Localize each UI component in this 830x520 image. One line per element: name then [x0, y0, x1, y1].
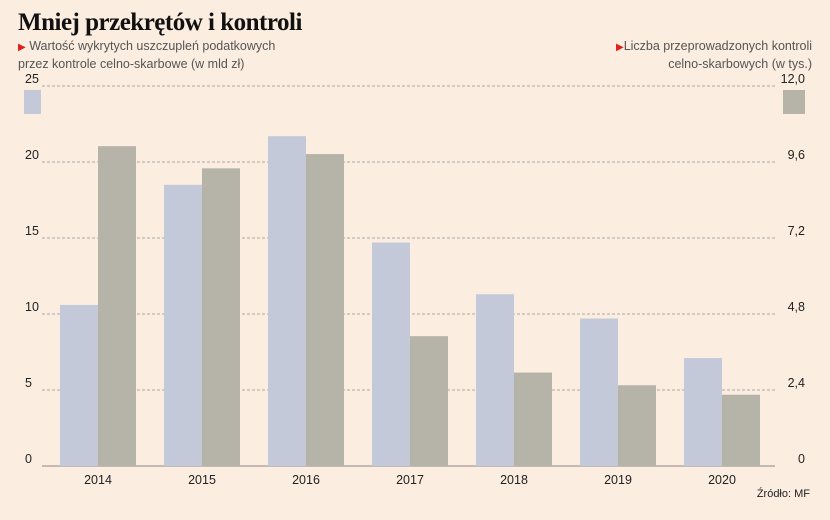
legend-right-line2: celno-skarbowych (w tys.)	[668, 57, 812, 71]
legend-left-line1: Wartość wykrytych uszczupleń podatkowych	[29, 39, 276, 53]
x-tick-label: 2014	[84, 473, 112, 487]
bar-value-2019	[580, 318, 618, 466]
bar-count-2016	[306, 154, 344, 467]
bar-count-2020	[722, 394, 760, 466]
bar-count-2018	[514, 372, 552, 466]
bar-value-2015	[164, 184, 202, 467]
right-tick-label: 4,8	[788, 300, 805, 314]
bar-value-2016	[268, 136, 306, 466]
bar-value-2018	[476, 294, 514, 466]
x-tick-label: 2017	[396, 473, 424, 487]
left-tick-label: 15	[25, 224, 39, 238]
legend-right-line1: Liczba przeprowadzonych kontroli	[623, 39, 812, 53]
chart-title: Mniej przekrętów i kontroli	[18, 9, 302, 36]
legend-left-line2: przez kontrole celno-skarbowe (w mld zł)	[18, 57, 245, 71]
left-tick-label: 5	[25, 376, 32, 390]
bar-value-2014	[60, 304, 98, 466]
right-tick-label: 0	[798, 452, 805, 466]
bar-value-2017	[372, 242, 410, 466]
bar-count-2017	[410, 336, 448, 466]
legend-left: ▶ Wartość wykrytych uszczupleń podatkowy…	[18, 38, 275, 72]
left-axis-swatch	[24, 90, 41, 114]
x-tick-label: 2015	[188, 473, 216, 487]
bar-value-2020	[684, 358, 722, 466]
x-tick-label: 2016	[292, 473, 320, 487]
left-tick-label: 25	[25, 72, 39, 86]
right-tick-label: 12,0	[781, 72, 805, 86]
left-tick-label: 10	[25, 300, 39, 314]
bar-count-2015	[202, 168, 240, 467]
legend-right: ▶Liczba przeprowadzonych kontroli celno-…	[616, 38, 812, 72]
source-note: Źródło: MF	[756, 488, 810, 500]
right-tick-label: 7,2	[788, 224, 805, 238]
x-tick-label: 2018	[500, 473, 528, 487]
x-tick-label: 2020	[708, 473, 736, 487]
legend-marker-icon: ▶	[616, 42, 624, 53]
right-axis-swatch	[783, 90, 805, 114]
bar-count-2014	[98, 146, 136, 466]
left-tick-label: 20	[25, 148, 39, 162]
right-tick-label: 9,6	[788, 148, 805, 162]
right-tick-label: 2,4	[788, 376, 805, 390]
bar-count-2019	[618, 385, 656, 466]
x-tick-label: 2019	[604, 473, 632, 487]
left-tick-label: 0	[25, 452, 32, 466]
legend-marker-icon: ▶	[18, 42, 26, 53]
